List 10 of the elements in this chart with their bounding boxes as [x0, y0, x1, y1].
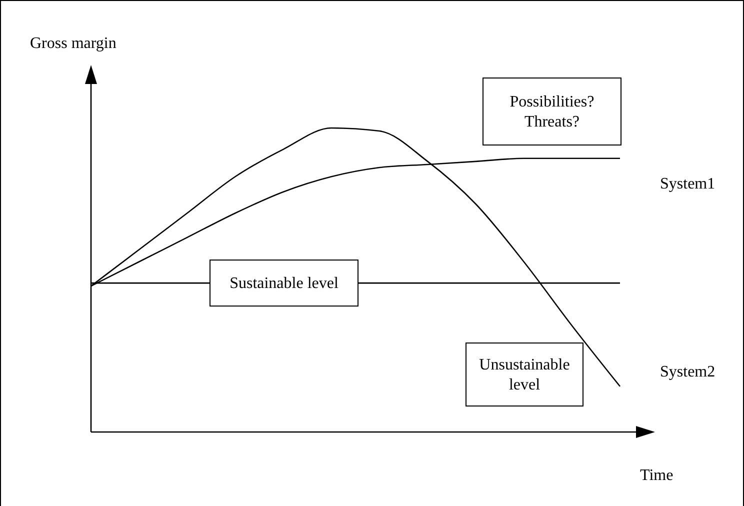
text: System1: [660, 175, 716, 192]
text: System2: [660, 363, 716, 380]
y-axis-title: Gross margin: [30, 35, 116, 52]
ref-line-label: Sustainable level: [230, 275, 339, 292]
x-axis-title: Time: [640, 467, 674, 484]
text-box: Unsustainable level: [466, 342, 584, 406]
annotation: Unsustainable level: [479, 356, 570, 394]
text-box: Possibilities? Threats?: [482, 78, 622, 146]
annotation: Possibilities? Threats?: [510, 94, 594, 130]
label-box: Sustainable level: [210, 260, 358, 307]
